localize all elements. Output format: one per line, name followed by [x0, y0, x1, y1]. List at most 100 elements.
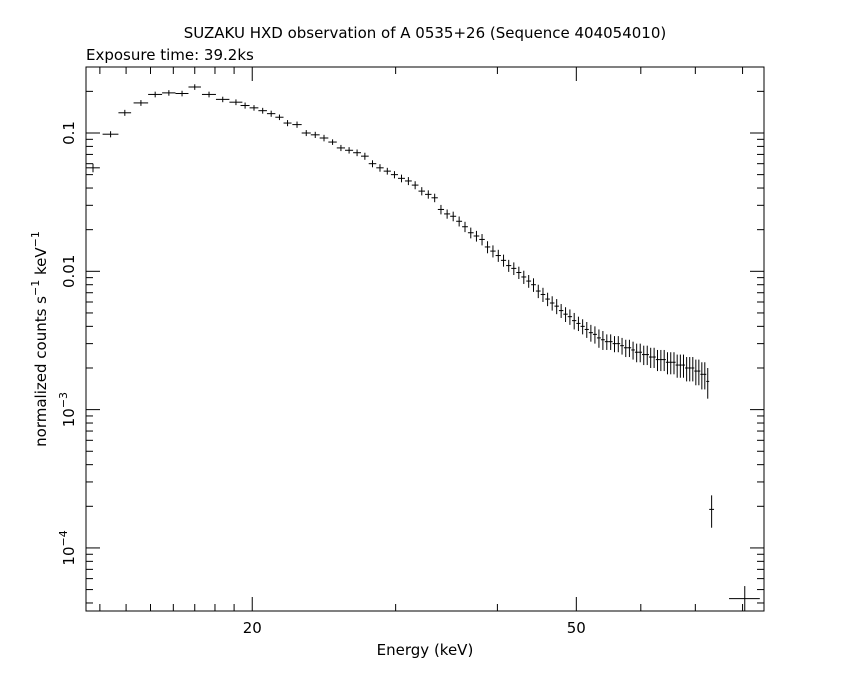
data-point	[628, 340, 632, 357]
x-axis-ticks: 20 50	[100, 67, 743, 637]
data-point	[376, 164, 383, 172]
data-point	[444, 209, 450, 218]
data-point	[353, 149, 361, 156]
data-point	[431, 194, 437, 202]
data-point	[501, 255, 506, 267]
data-point	[550, 296, 555, 310]
data-point	[688, 357, 691, 381]
data-point	[554, 299, 558, 314]
data-point	[541, 288, 546, 302]
data-point	[672, 352, 675, 374]
data-point	[516, 267, 521, 279]
y-axis-ticks: 0.1 0.01 10−3 10−4	[57, 91, 764, 603]
data-point	[703, 362, 706, 389]
data-point	[258, 108, 267, 114]
data-point	[645, 346, 648, 365]
data-point	[405, 177, 412, 185]
data-point	[384, 168, 391, 175]
x-axis-label: Energy (keV)	[377, 641, 474, 659]
data-point	[605, 334, 609, 350]
data-point	[337, 145, 345, 151]
data-point	[250, 105, 259, 111]
data-point	[241, 103, 250, 109]
data-point	[545, 293, 550, 306]
chart-subtitle: Exposure time: 39.2ks	[86, 46, 254, 64]
data-point	[369, 160, 377, 167]
chart-title: SUZAKU HXD observation of A 0535+26 (Seq…	[184, 24, 667, 42]
data-point	[148, 92, 162, 98]
data-point	[345, 147, 353, 153]
data-point	[176, 91, 189, 97]
data-point	[631, 342, 635, 360]
data-point	[425, 190, 431, 198]
data-point	[706, 368, 709, 399]
data-point	[709, 495, 714, 527]
y-tick-label: 10−4	[57, 530, 78, 565]
data-point	[682, 355, 685, 378]
y-axis-label: normalized counts s−1 keV−1	[29, 231, 50, 447]
data-point	[103, 131, 119, 137]
data-point	[700, 362, 703, 389]
data-point	[526, 275, 531, 288]
data-point	[568, 309, 572, 324]
data-point	[536, 285, 541, 298]
data-point	[635, 344, 639, 363]
data-point	[302, 130, 311, 136]
data-point	[456, 217, 462, 227]
data-point	[663, 350, 666, 371]
data-point	[669, 352, 672, 374]
data-point	[601, 331, 605, 350]
data-point	[292, 122, 301, 128]
data-point	[462, 222, 468, 232]
data-point	[679, 355, 682, 378]
data-point	[597, 329, 601, 347]
data-point	[642, 346, 646, 365]
data-point	[581, 319, 585, 334]
data-point	[659, 350, 662, 371]
data-point	[576, 317, 580, 331]
data-point	[418, 187, 425, 195]
data-point	[624, 340, 628, 357]
data-point	[275, 115, 283, 121]
y-tick-label: 0.1	[60, 121, 78, 145]
data-point	[609, 334, 613, 350]
data-point	[656, 350, 659, 371]
plot-frame	[86, 67, 764, 611]
data-point	[638, 344, 642, 363]
data-point	[438, 205, 444, 214]
data-point	[563, 307, 567, 322]
data-point	[616, 336, 620, 352]
data-point	[311, 132, 320, 138]
data-point	[188, 84, 200, 90]
data-point	[398, 175, 405, 183]
data-point	[412, 181, 419, 189]
data-point	[490, 245, 495, 257]
data-point	[496, 250, 501, 262]
data-point	[468, 228, 474, 239]
data-point	[589, 325, 593, 342]
data-point	[485, 241, 490, 253]
data-point	[511, 262, 516, 275]
data-point	[202, 92, 216, 98]
data-point	[559, 304, 563, 318]
data-point	[216, 97, 229, 102]
data-point	[284, 120, 292, 126]
y-axis-label-unit: keV	[32, 247, 50, 280]
data-point	[649, 348, 652, 368]
data-point	[685, 357, 688, 381]
data-point	[361, 153, 369, 160]
data-point	[652, 348, 655, 368]
y-axis-label-exp1: −1	[29, 280, 42, 296]
data-point	[620, 338, 624, 355]
data-point	[506, 260, 511, 272]
data-point	[521, 271, 526, 284]
data-point	[134, 100, 149, 106]
data-point	[86, 164, 100, 173]
data-point	[729, 586, 760, 611]
data-point	[531, 278, 536, 292]
data-point	[697, 360, 700, 386]
data-point	[613, 336, 617, 352]
data-point	[479, 234, 485, 245]
